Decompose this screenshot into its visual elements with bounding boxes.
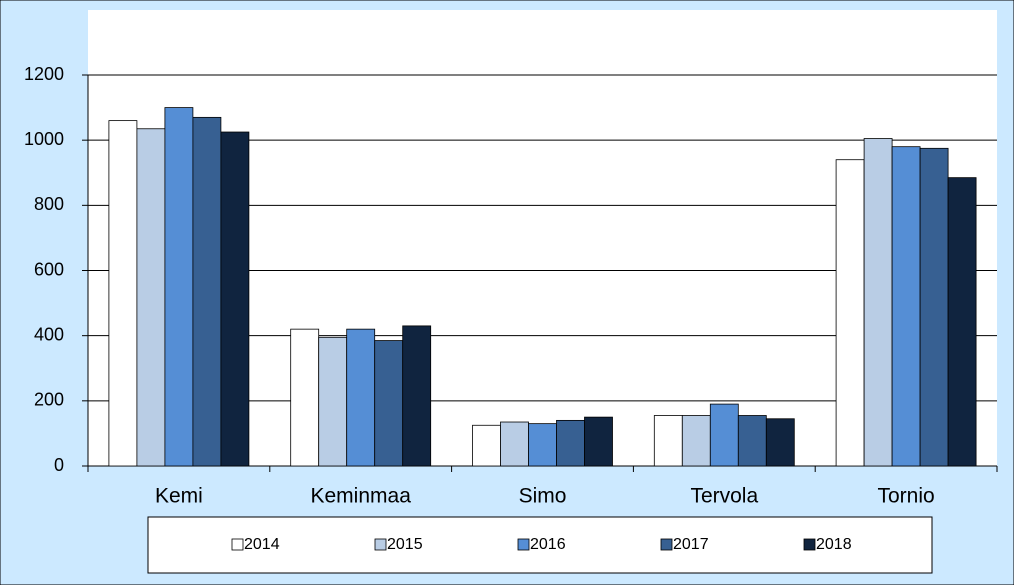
x-tick-label: Tornio xyxy=(877,485,934,508)
bar xyxy=(164,107,194,467)
y-tick-label: 400 xyxy=(34,324,64,344)
bar xyxy=(192,116,222,467)
y-tick-label: 800 xyxy=(34,194,64,214)
legend-swatch xyxy=(660,538,673,551)
y-tick-label: 1200 xyxy=(24,64,64,84)
bar xyxy=(765,418,795,467)
x-tick-label: Keminmaa xyxy=(311,485,412,508)
y-tick-label: 1000 xyxy=(24,129,64,149)
bar xyxy=(919,147,949,467)
bar xyxy=(290,328,320,467)
x-tick-label: Tervola xyxy=(690,485,758,508)
bar xyxy=(947,177,977,467)
bar xyxy=(136,128,166,467)
bar xyxy=(584,416,613,467)
y-tick-label: 200 xyxy=(34,390,64,410)
bar xyxy=(737,415,767,467)
bar xyxy=(318,336,348,467)
bar xyxy=(835,159,865,467)
legend-label: 2015 xyxy=(387,536,423,553)
legend-swatch xyxy=(374,538,387,551)
x-tick-label: Simo xyxy=(519,485,567,508)
bar xyxy=(500,421,529,467)
bar xyxy=(653,415,683,467)
bar xyxy=(220,131,250,467)
legend-swatch xyxy=(803,538,816,551)
bar xyxy=(891,146,921,467)
bar xyxy=(472,424,501,467)
bar xyxy=(556,419,585,467)
y-tick-label: 600 xyxy=(34,259,64,279)
legend-label: 2017 xyxy=(673,536,709,553)
bar xyxy=(346,328,376,467)
legend-box xyxy=(147,516,933,574)
bar xyxy=(681,415,711,467)
x-tick-label: Kemi xyxy=(155,485,203,508)
legend-label: 2014 xyxy=(244,536,280,553)
bar xyxy=(374,340,404,467)
legend-label: 2018 xyxy=(816,536,852,553)
legend-swatch xyxy=(517,538,530,551)
bar xyxy=(863,138,893,467)
bar xyxy=(402,325,432,467)
bar xyxy=(528,423,557,467)
bar xyxy=(709,403,739,467)
legend-swatch xyxy=(231,538,244,551)
legend-label: 2016 xyxy=(530,536,566,553)
bar xyxy=(108,120,138,467)
y-tick-label: 0 xyxy=(54,455,64,475)
